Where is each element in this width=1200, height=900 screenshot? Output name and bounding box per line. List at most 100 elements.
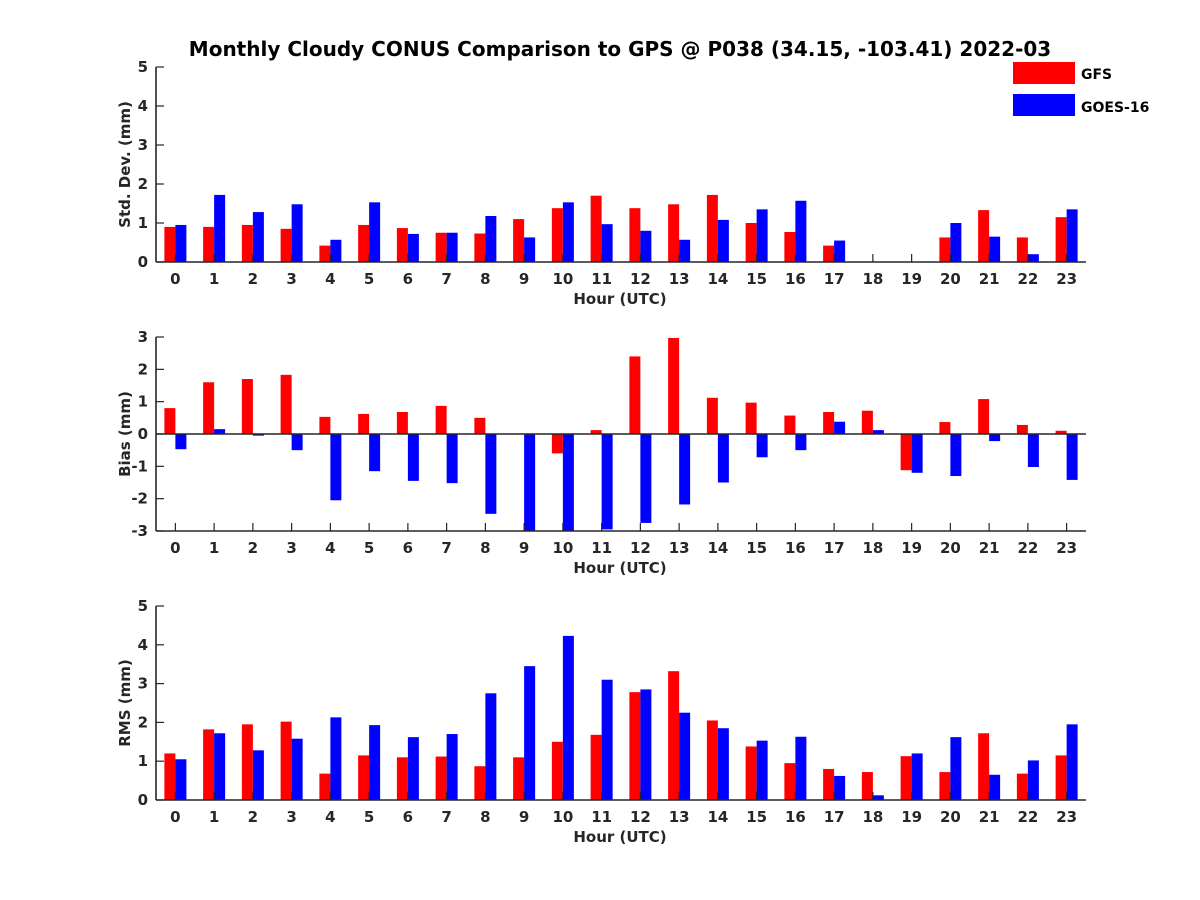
rms-bar-goes16-22 [1027, 760, 1039, 800]
std-dev-bar-gfs-5 [358, 224, 370, 262]
bias-bar-gfs-19 [900, 434, 912, 471]
std-dev-bar-goes16-3 [291, 204, 303, 262]
bias-x-tick-label: 13 [669, 539, 690, 557]
bias-bar-goes16-4 [330, 434, 342, 501]
bias-bar-gfs-5 [358, 413, 370, 434]
std-dev-x-tick-label: 6 [403, 270, 413, 288]
std-dev-x-tick-label: 21 [979, 270, 1000, 288]
bias-x-tick-label: 15 [746, 539, 767, 557]
bias-bar-gfs-23 [1055, 430, 1067, 434]
rms-y-tick-label: 3 [138, 675, 148, 693]
rms-bar-goes16-6 [407, 737, 419, 800]
std-dev-bar-goes16-5 [369, 202, 381, 262]
rms-bar-goes16-15 [756, 740, 768, 800]
std-dev-bar-gfs-1 [203, 226, 215, 262]
std-dev-x-tick-label: 2 [248, 270, 258, 288]
std-dev-bar-gfs-11 [590, 195, 602, 262]
std-dev-bar-goes16-1 [214, 194, 226, 262]
std-dev-x-tick-label: 22 [1017, 270, 1038, 288]
bias-y-tick-label: -1 [131, 457, 148, 475]
std-dev-x-axis-label: Hour (UTC) [573, 290, 666, 308]
bias-y-tick-label: 0 [138, 425, 148, 443]
rms-bar-gfs-19 [900, 756, 912, 800]
rms-bar-gfs-0 [164, 753, 176, 800]
rms-bar-gfs-10 [551, 741, 563, 800]
rms-bar-gfs-1 [203, 729, 215, 800]
std-dev-x-tick-label: 7 [441, 270, 451, 288]
std-dev-y-tick-label: 1 [138, 214, 148, 232]
rms-bar-gfs-15 [745, 746, 757, 800]
rms-x-axis-label: Hour (UTC) [573, 828, 666, 846]
std-dev-bar-goes16-9 [524, 237, 536, 262]
bias-bar-gfs-2 [241, 379, 253, 434]
std-dev-bar-gfs-3 [280, 228, 292, 262]
rms-bar-gfs-17 [823, 768, 835, 800]
std-dev-bar-gfs-15 [745, 223, 757, 262]
rms-bar-gfs-20 [939, 772, 951, 800]
rms-bar-goes16-13 [679, 712, 691, 800]
rms-y-tick-label: 5 [138, 597, 148, 615]
bias-bar-gfs-11 [590, 430, 602, 434]
bias-x-tick-label: 21 [979, 539, 1000, 557]
rms-bar-gfs-22 [1016, 773, 1028, 800]
std-dev-bar-gfs-6 [396, 228, 408, 262]
std-dev-x-tick-label: 20 [940, 270, 961, 288]
std-dev-bar-goes16-16 [795, 200, 807, 262]
bias-bar-gfs-8 [474, 417, 486, 434]
bias-bar-goes16-21 [989, 434, 1001, 442]
rms-bar-goes16-4 [330, 717, 342, 800]
std-dev-x-tick-label: 16 [785, 270, 806, 288]
std-dev-x-tick-label: 23 [1056, 270, 1077, 288]
std-dev-bar-gfs-12 [629, 208, 641, 262]
bias-bar-gfs-16 [784, 415, 796, 434]
std-dev-x-tick-label: 17 [824, 270, 845, 288]
bias-bar-goes16-20 [950, 434, 962, 477]
std-dev-bar-goes16-20 [950, 223, 962, 262]
rms-x-tick-label: 19 [901, 808, 922, 826]
bias-y-axis-label: Bias (mm) [116, 391, 134, 477]
std-dev-x-tick-label: 9 [519, 270, 529, 288]
legend-label-goes16: GOES-16 [1081, 100, 1149, 116]
rms-bar-goes16-19 [911, 753, 923, 800]
rms-bar-gfs-11 [590, 734, 602, 800]
std-dev-bar-goes16-0 [175, 224, 187, 262]
std-dev-bar-gfs-4 [319, 245, 331, 262]
rms-bar-goes16-5 [369, 725, 381, 800]
bias-y-tick-label: 3 [138, 328, 148, 346]
std-dev-bar-goes16-21 [989, 236, 1001, 262]
bias-bar-goes16-23 [1066, 434, 1078, 480]
rms-x-tick-label: 17 [824, 808, 845, 826]
std-dev-bar-gfs-22 [1016, 237, 1028, 262]
rms-bar-goes16-12 [640, 689, 652, 800]
bias-x-tick-label: 0 [170, 539, 180, 557]
rms-x-tick-label: 13 [669, 808, 690, 826]
legend-label-gfs: GFS [1081, 67, 1112, 83]
bias-bar-goes16-2 [252, 434, 264, 436]
rms-bar-goes16-17 [834, 775, 846, 800]
std-dev-bar-goes16-13 [679, 239, 691, 262]
std-dev-y-tick-label: 5 [138, 58, 148, 76]
std-dev-bar-gfs-8 [474, 233, 486, 262]
std-dev-bar-gfs-9 [513, 219, 525, 262]
std-dev-bar-goes16-4 [330, 239, 342, 262]
bias-bar-goes16-6 [407, 434, 419, 481]
rms-bar-gfs-13 [668, 671, 680, 800]
bias-bar-goes16-16 [795, 434, 807, 451]
bias-bar-gfs-22 [1016, 424, 1028, 434]
std-dev-x-tick-label: 8 [480, 270, 490, 288]
bias-y-tick-label: -3 [131, 522, 148, 540]
bias-bar-goes16-7 [446, 434, 458, 484]
bias-bar-goes16-14 [717, 434, 729, 483]
bias-bar-goes16-12 [640, 434, 652, 523]
bias-bar-gfs-15 [745, 402, 757, 434]
bias-bar-goes16-19 [911, 434, 923, 473]
bias-bar-goes16-10 [562, 434, 574, 531]
bias-x-tick-label: 22 [1017, 539, 1038, 557]
rms-bar-goes16-20 [950, 737, 962, 800]
std-dev-x-tick-label: 13 [669, 270, 690, 288]
rms-bar-gfs-21 [978, 733, 990, 800]
std-dev-x-tick-label: 10 [552, 270, 573, 288]
bias-bar-goes16-1 [214, 429, 226, 434]
